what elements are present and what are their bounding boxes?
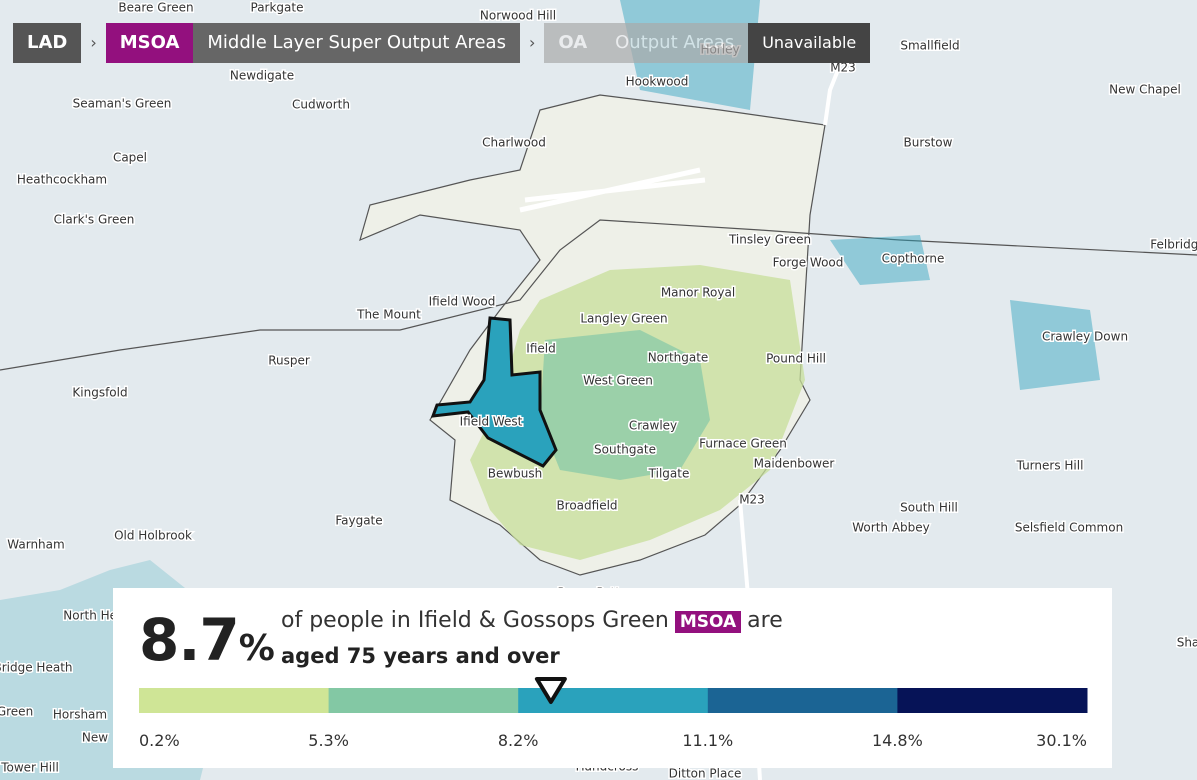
text: are [747, 608, 783, 633]
value-marker [534, 677, 567, 704]
place-label: Langley Green [580, 312, 667, 326]
badge: MSOA [674, 611, 742, 633]
place-label: M23 [739, 493, 765, 507]
place-label: Old Holbrook [114, 529, 192, 543]
place-label: Selsfield Common [1015, 521, 1123, 535]
runway [519, 167, 706, 213]
place-label: Maidenbower [754, 457, 835, 471]
place-label: New Chapel [1109, 83, 1181, 97]
place-label: Green [0, 705, 33, 719]
place-label: Ifield [526, 342, 555, 356]
headline-value: 8.7% [139, 606, 275, 674]
legend-swatch [897, 688, 1088, 713]
place-label: Ditton Place [669, 767, 742, 780]
urban-area [540, 330, 710, 480]
place-label: Ifield Wood [429, 295, 496, 309]
place-label: Forge Wood [773, 256, 844, 270]
msoa-button[interactable]: MSOA [105, 23, 194, 63]
place-label: Rusper [268, 354, 310, 368]
place-label: Capel [113, 151, 147, 165]
description: of people in Ifield & Gossops Green MSOA a… [281, 608, 783, 633]
place-label: Seaman's Green [73, 97, 172, 111]
unit: % [238, 628, 275, 669]
place-label: New [82, 731, 108, 745]
value: 8.7 [139, 606, 240, 674]
legend-swatch [328, 688, 519, 713]
place-label: Manor Royal [661, 286, 735, 300]
place-label: Bridge Heath [0, 661, 73, 675]
place-label: Charlwood [482, 136, 546, 150]
legend-tick-label: 8.2% [498, 731, 539, 750]
place-label: Heathcockham [17, 173, 107, 187]
place-label: Warnham [7, 538, 64, 552]
place-label: Northgate [648, 351, 709, 365]
place-label: Worth Abbey [852, 521, 930, 535]
place-label: Pound Hill [766, 352, 826, 366]
place-label: Furnace Green [699, 437, 787, 451]
place-label: Clark's Green [54, 213, 135, 227]
legend-tick-label: 5.3% [308, 731, 349, 750]
place-label: Bewbush [488, 467, 543, 481]
place-label: Parkgate [251, 1, 304, 15]
place-label: Cudworth [292, 98, 350, 112]
legend-swatch [707, 688, 898, 713]
place-label: Horsham [53, 708, 107, 722]
info-panel: 8.7% of people in Ifield & Gossops Green… [113, 588, 1112, 768]
place-label: Norwood Hill [480, 9, 556, 23]
place-label: Hookwood [626, 75, 689, 89]
place-label: Copthorne [882, 252, 945, 266]
separator: › [90, 33, 97, 52]
place-label: Turners Hill [1016, 459, 1084, 473]
place-label: Felbridge [1150, 238, 1197, 252]
place-label: Beare Green [118, 1, 193, 15]
place-label: Kingsfold [72, 386, 127, 400]
place-label: Broadfield [556, 499, 617, 513]
place-label: Tinsley Green [728, 233, 811, 247]
legend: 0.2% 5.3% 8.2% 11.1% 14.8% 30.1% [139, 677, 1088, 750]
oa-button: OA [544, 23, 602, 63]
legend-swatch [139, 688, 330, 713]
lad-button[interactable]: LAD [13, 23, 82, 63]
legend-tick-label: 14.8% [872, 731, 923, 750]
text: of people in Ifield & Gossops Green [281, 608, 669, 633]
selected-area [430, 316, 558, 468]
place-label: South Hill [900, 501, 958, 515]
place-label: Smallfield [900, 39, 959, 53]
place-label: Tilgate [648, 467, 690, 481]
msoa-name: Middle Layer Super Output Areas [193, 23, 520, 63]
oa-name: Output Areas [601, 23, 749, 63]
measure: aged 75 years and over [281, 644, 560, 668]
legend-tick-label: 11.1% [682, 731, 733, 750]
place-label: Newdigate [230, 69, 294, 83]
place-label: Faygate [335, 514, 382, 528]
place-label: Burstow [904, 136, 953, 150]
legend-tick-label: 30.1% [1036, 731, 1087, 750]
breadcrumb: LAD › MSOA Middle Layer Super Output Are… [13, 23, 871, 63]
place-label: Tower Hill [0, 761, 59, 775]
place-label: The Mount [356, 308, 421, 322]
county-boundary [0, 219, 1197, 371]
place-label: Sha [1177, 636, 1197, 650]
place-label: Southgate [594, 443, 656, 457]
place-label: West Green [583, 374, 653, 388]
place-label: Ifield West [460, 415, 523, 429]
oa-status: Unavailable [748, 23, 871, 63]
separator: › [528, 33, 536, 52]
legend-tick-label: 0.2% [139, 731, 180, 750]
place-label: Crawley [629, 419, 677, 433]
urban-area [620, 0, 1100, 390]
place-label: M23 [830, 61, 856, 75]
place-label: Crawley Down [1042, 330, 1128, 344]
